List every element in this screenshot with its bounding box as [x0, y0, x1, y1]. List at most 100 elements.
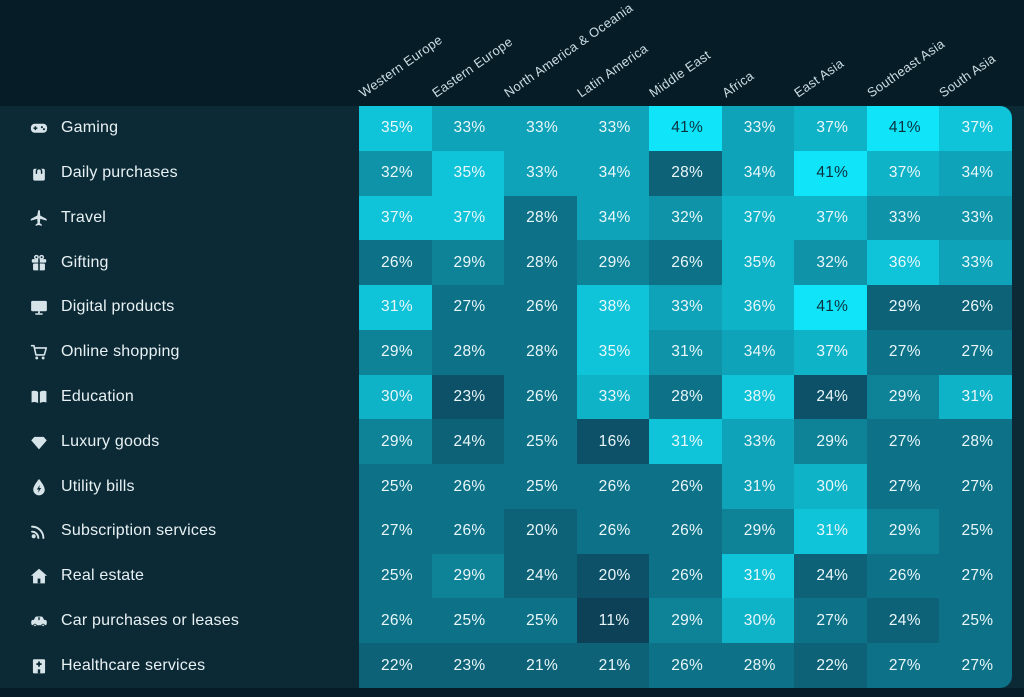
heatmap-cell: 33% — [721, 106, 795, 151]
heatmap-cell: 26% — [359, 598, 432, 644]
heatmap-cell: 37% — [794, 195, 867, 241]
heatmap-cell: 37% — [794, 106, 867, 151]
heatmap-cell: 41% — [794, 150, 867, 196]
heatmap-cell: 25% — [504, 464, 577, 509]
heatmap-cell: 26% — [649, 464, 722, 509]
heatmap-cell: 37% — [359, 195, 432, 241]
heatmap-cell: 24% — [794, 553, 867, 599]
heatmap-cell: 27% — [431, 285, 505, 330]
heatmap-cell: 26% — [576, 508, 650, 554]
heatmap-cell: 33% — [721, 419, 795, 465]
heatmap-cell: 37% — [866, 150, 940, 196]
heatmap-cell: 16% — [576, 419, 650, 465]
heatmap-cell: 41% — [794, 285, 867, 330]
column-header: South Asia — [936, 50, 999, 101]
heatmap-cell: 27% — [866, 329, 940, 375]
heatmap-cell: 24% — [794, 374, 867, 420]
heatmap-cell: 25% — [939, 508, 1012, 554]
heatmap-cell: 26% — [504, 374, 577, 420]
heatmap-cell: 28% — [504, 240, 577, 286]
heatmap-cell: 29% — [359, 419, 432, 465]
droplet-icon — [33, 478, 45, 495]
column-header: Africa — [719, 67, 757, 101]
heatmap-cell: 30% — [721, 598, 795, 644]
column-headers: Western Europe Eastern Europe North Americ… — [0, 0, 1024, 106]
heatmap-cell: 25% — [504, 419, 577, 465]
heatmap-cell: 21% — [504, 643, 577, 688]
heatmap-cell: 27% — [939, 553, 1012, 599]
heatmap-cell: 33% — [431, 106, 505, 151]
heatmap-cell: 27% — [939, 329, 1012, 375]
heatmap-grid: 35% 33% 33% 33% 41% 33% 37% 41% 37% 32% 35% 33% 34% 2… — [359, 106, 1012, 688]
row-label: Online shopping — [0, 330, 359, 375]
shopping-bag-icon — [33, 168, 45, 181]
row-label-text: Daily purchases — [61, 164, 178, 182]
heatmap-cell: 24% — [431, 419, 505, 465]
heatmap-cell: 27% — [866, 419, 940, 465]
row-label: Car purchases or leases — [0, 598, 359, 643]
heatmap-cell: 31% — [721, 464, 795, 509]
gift-icon — [31, 254, 47, 271]
row-label-text: Gifting — [61, 253, 109, 271]
heatmap-cell: 20% — [576, 553, 650, 599]
row-label-text: Gaming — [61, 119, 119, 137]
heatmap-cell: 34% — [576, 195, 650, 241]
heatmap-cell: 29% — [866, 508, 940, 554]
heatmap-cell: 33% — [504, 106, 577, 151]
heatmap-cell: 28% — [431, 329, 505, 375]
row-label-text: Digital products — [61, 298, 175, 316]
row-label-text: Utility bills — [61, 477, 135, 495]
heatmap-cell: 36% — [866, 240, 940, 286]
heatmap-cell: 29% — [431, 553, 505, 599]
heatmap-cell: 38% — [721, 374, 795, 420]
heatmap-cell: 27% — [866, 643, 940, 688]
row-label: Real estate — [0, 554, 359, 599]
heatmap-cell: 24% — [866, 598, 940, 644]
gamepad-icon — [30, 124, 48, 134]
heatmap-cell: 29% — [721, 508, 795, 554]
heatmap-cell: 37% — [939, 106, 1012, 151]
row-label: Subscription services — [0, 509, 359, 554]
heatmap-cell: 21% — [576, 643, 650, 688]
airplane-icon — [30, 209, 47, 226]
heatmap-cell: 29% — [794, 419, 867, 465]
row-label-text: Luxury goods — [61, 432, 160, 450]
heatmap-cell: 22% — [794, 643, 867, 688]
book-icon — [31, 390, 47, 404]
cart-icon — [30, 345, 48, 360]
heatmap-cell: 41% — [649, 106, 722, 151]
column-header: Middle East — [646, 47, 714, 101]
heatmap-cell: 24% — [504, 553, 577, 599]
heatmap-cell: 28% — [649, 374, 722, 420]
row-label-text: Car purchases or leases — [61, 611, 240, 629]
heatmap-cell: 23% — [431, 374, 505, 420]
heatmap-cell: 33% — [939, 195, 1012, 241]
heatmap-cell: 34% — [721, 329, 795, 375]
heatmap-cell: 32% — [359, 150, 432, 196]
heatmap-cell: 28% — [504, 329, 577, 375]
heatmap-cell: 29% — [359, 329, 432, 375]
heatmap-cell: 27% — [939, 464, 1012, 509]
heatmap-cell: 29% — [431, 240, 505, 286]
heatmap-cell: 34% — [576, 150, 650, 196]
heatmap-cell: 30% — [359, 374, 432, 420]
heatmap-cell: 33% — [576, 106, 650, 151]
heatmap-cell: 38% — [576, 285, 650, 330]
row-label-text: Online shopping — [61, 343, 180, 361]
heatmap-cell: 23% — [431, 643, 505, 688]
heatmap-cell: 20% — [504, 508, 577, 554]
heatmap-cell: 37% — [794, 329, 867, 375]
heatmap-cell: 37% — [721, 195, 795, 241]
heatmap-cell: 27% — [866, 464, 940, 509]
row-label: Gaming — [0, 106, 359, 151]
row-label-text: Education — [61, 387, 134, 405]
monitor-icon — [31, 301, 47, 316]
heatmap-cell: 29% — [576, 240, 650, 286]
hospital-icon — [32, 658, 46, 673]
heatmap-cell: 26% — [431, 508, 505, 554]
row-label-text: Subscription services — [61, 522, 217, 540]
row-label: Gifting — [0, 240, 359, 285]
row-label-text: Real estate — [61, 567, 145, 585]
heatmap-cell: 34% — [939, 150, 1012, 196]
heatmap-cell: 27% — [359, 508, 432, 554]
